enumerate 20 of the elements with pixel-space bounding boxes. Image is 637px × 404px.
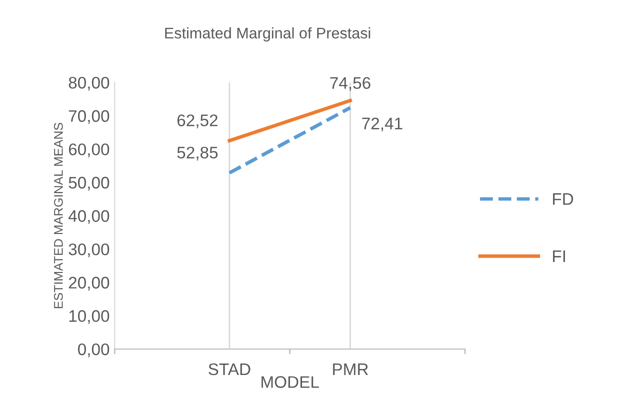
y-tick-label: 30,00 <box>68 243 110 258</box>
legend-label: FI <box>553 250 565 262</box>
data-label: 52,85 <box>177 146 218 160</box>
data-label: 74,56 <box>330 77 370 91</box>
y-axis-title: ESTIMATED MARGINAL MEANS <box>54 122 63 308</box>
chart-title: Estimated Marginal of Prestasi <box>165 27 370 42</box>
y-tick-label: 70,00 <box>68 110 110 124</box>
y-tick-label: 80,00 <box>68 76 110 91</box>
y-tick-label: 0,00 <box>78 343 110 358</box>
y-tick-label: 50,00 <box>68 176 110 191</box>
x-tick-label: STAD <box>208 363 250 376</box>
legend-label: FD <box>553 193 574 205</box>
y-tick-label: 10,00 <box>69 310 110 324</box>
x-axis-title: MODEL <box>262 376 319 388</box>
y-tick-label: 40,00 <box>68 210 110 224</box>
y-tick-label: 20,00 <box>68 276 110 291</box>
x-tick-label: PMR <box>333 364 368 376</box>
data-label: 72,41 <box>362 118 402 132</box>
data-label: 62,52 <box>177 114 218 128</box>
y-tick-label: 60,00 <box>68 143 110 158</box>
